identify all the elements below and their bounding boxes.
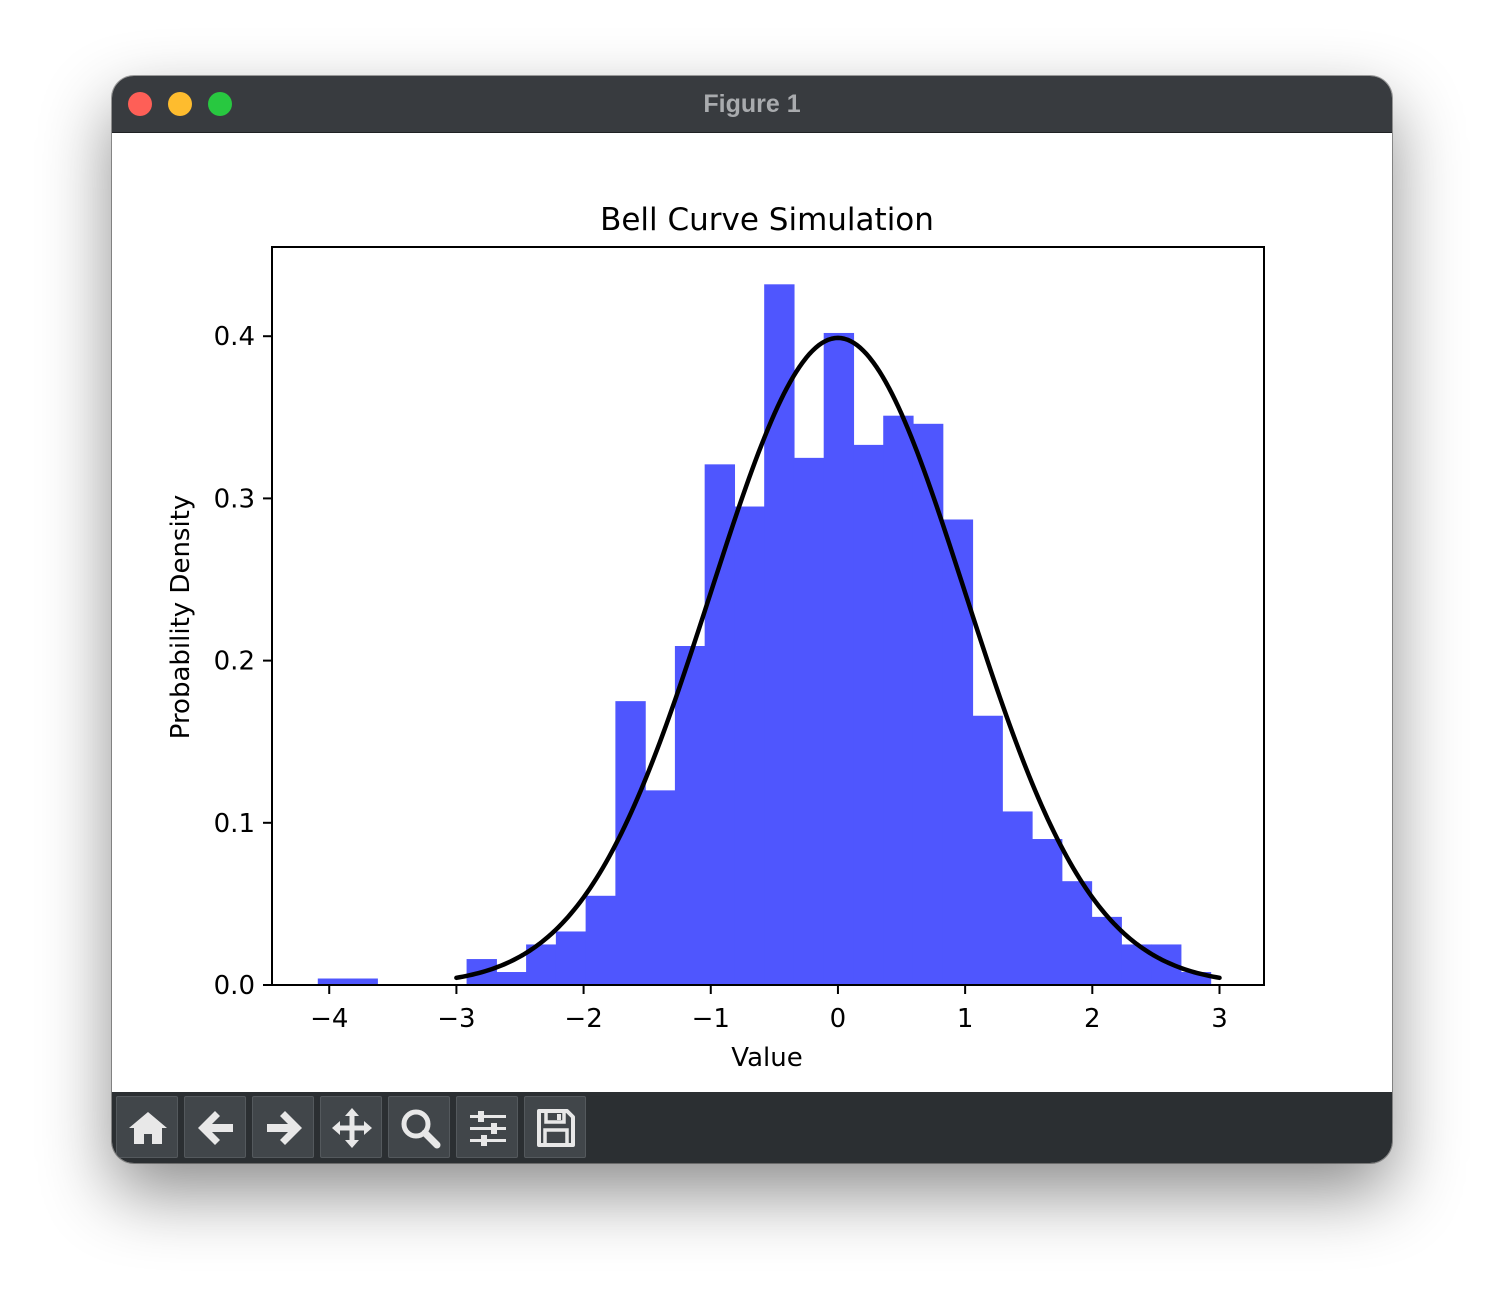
x-tick-label: −4 — [310, 1004, 348, 1034]
x-tick-label: −2 — [564, 1004, 602, 1034]
move-icon — [332, 1108, 372, 1148]
arrow-right-icon — [267, 1111, 302, 1145]
axes-frame — [271, 246, 1265, 986]
histogram-bar — [1061, 881, 1093, 985]
histogram-chart: Bell Curve Simulation −4 −3 −2 −1 0 1 2 3 0.00.… — [166, 202, 1265, 1073]
floppy-disk-icon — [537, 1109, 575, 1147]
arrow-left-icon — [198, 1111, 233, 1145]
save-button[interactable] — [524, 1096, 586, 1158]
y-tick-label: 0.0 — [214, 971, 255, 1001]
home-icon — [129, 1112, 167, 1144]
histogram-bar — [793, 457, 825, 985]
configure-subplots-button[interactable] — [456, 1096, 518, 1158]
x-tick-label: 3 — [1211, 1004, 1228, 1034]
histogram-bar — [347, 978, 378, 985]
histogram-bar — [734, 506, 765, 985]
title-bar: Figure 1 — [112, 76, 1392, 133]
x-tick-label: −3 — [437, 1004, 475, 1034]
y-tick-label: 0.4 — [214, 322, 255, 352]
histogram-bar — [555, 931, 587, 985]
histogram-bar — [764, 284, 795, 985]
y-tick-label: 0.2 — [214, 647, 255, 677]
bell-curve-line — [454, 335, 1222, 981]
figure-canvas: Bell Curve Simulation −4 −3 −2 −1 0 1 2 3 0.0 0.… — [112, 133, 1392, 1091]
x-tick-label: 0 — [830, 1004, 847, 1034]
x-tick-label: −1 — [692, 1004, 730, 1034]
histogram-bar — [585, 895, 616, 985]
histogram-bar — [1032, 839, 1063, 985]
x-axis-ticks: −4 −3 −2 −1 0 1 2 3 — [310, 985, 1228, 1034]
y-tick-label: 0.3 — [214, 484, 255, 514]
histogram-bar — [704, 464, 736, 986]
zoom-window-button[interactable] — [208, 92, 232, 116]
back-button[interactable] — [184, 1096, 246, 1158]
x-axis-label: Value — [731, 1043, 802, 1073]
y-axis-ticks: 0.0 0.1 0.2 0.3 0.4 — [214, 322, 272, 1001]
histogram-bar — [317, 978, 349, 985]
histogram-bar — [496, 972, 527, 985]
chart-title: Bell Curve Simulation — [600, 202, 934, 238]
close-window-button[interactable] — [128, 92, 152, 116]
histogram-bar — [674, 646, 706, 985]
histogram-bar — [853, 444, 884, 985]
sliders-icon — [470, 1111, 506, 1146]
histogram-bar — [972, 715, 1003, 985]
window-title: Figure 1 — [703, 90, 801, 118]
histogram-bar — [1002, 811, 1033, 985]
navigation-toolbar — [112, 1092, 1392, 1163]
y-tick-label: 0.1 — [214, 809, 255, 839]
figure-window: Figure 1 Bell Curve Simulation −4 −3 −2 −1 0… — [112, 76, 1392, 1163]
histogram-bar — [883, 415, 914, 985]
minimize-window-button[interactable] — [168, 92, 192, 116]
pan-button[interactable] — [320, 1096, 382, 1158]
histogram-bars — [317, 284, 1212, 986]
histogram-bar — [823, 332, 855, 985]
magnifier-icon — [401, 1109, 441, 1149]
histogram-bar — [942, 519, 974, 985]
x-tick-label: 1 — [957, 1004, 974, 1034]
histogram-bar — [615, 701, 646, 985]
zoom-button[interactable] — [388, 1096, 450, 1158]
forward-button[interactable] — [252, 1096, 314, 1158]
x-tick-label: 2 — [1084, 1004, 1101, 1034]
y-axis-label: Probability Density — [166, 495, 196, 740]
histogram-bar — [645, 790, 676, 985]
home-button[interactable] — [116, 1096, 178, 1158]
